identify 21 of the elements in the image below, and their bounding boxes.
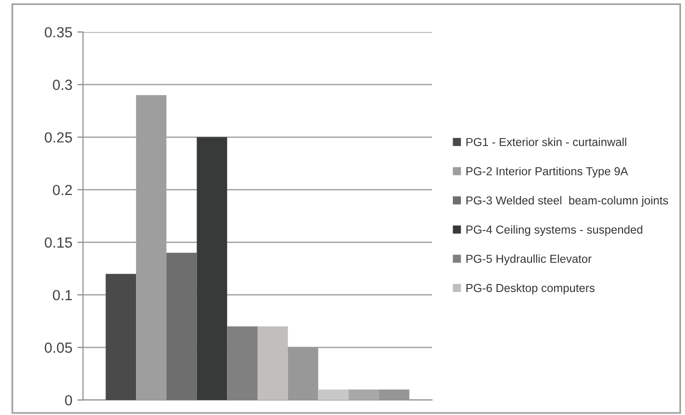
y-tick-label: 0.05 [44, 342, 72, 353]
y-tick-label: 0.25 [44, 132, 72, 143]
legend-label: PG-6 Desktop computers [466, 284, 595, 294]
bar [196, 137, 228, 400]
legend-label: PG1 - Exterior skin - curtainwall [466, 138, 626, 146]
bar [318, 389, 349, 400]
y-tick-label: 0 [65, 395, 72, 406]
y-tick-label: 0.35 [44, 27, 72, 38]
bar [348, 389, 379, 400]
bar [166, 252, 197, 400]
legend-label: PG-5 Hydraullic Elevator [466, 254, 592, 266]
y-tick-label: 0.1 [52, 290, 72, 300]
y-tick-label: 0.2 [52, 184, 72, 196]
legend-label: PG-4 Ceiling systems - suspended [466, 225, 642, 236]
y-tick-label: 0.3 [52, 80, 72, 90]
bar [106, 274, 136, 400]
legend-label: PG-2 Interior Partitions Type 9A [466, 166, 628, 178]
y-tick-label: 0.15 [44, 237, 72, 248]
legend-label: PG-3 Welded steel beam-column joints [466, 196, 668, 207]
bar [258, 326, 288, 400]
bar [227, 326, 258, 400]
